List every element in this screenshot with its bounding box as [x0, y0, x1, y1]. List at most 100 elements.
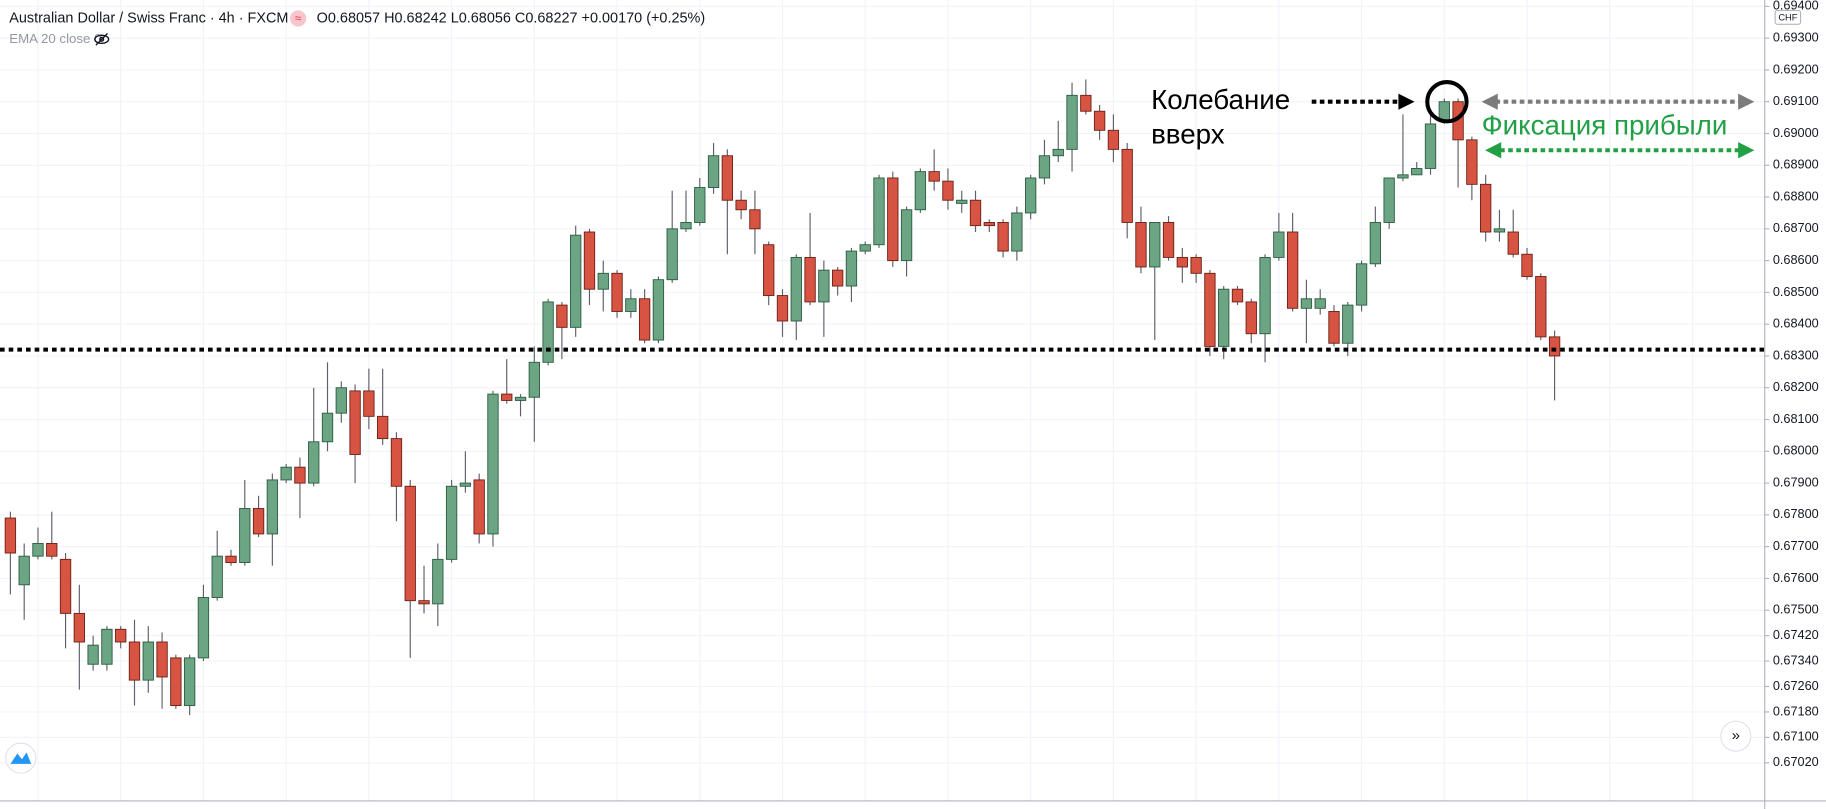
candle-body	[1548, 336, 1561, 357]
candle-body	[721, 155, 734, 201]
candle-body	[335, 387, 347, 414]
candle-body	[1438, 101, 1450, 122]
svg-text:»: »	[1732, 727, 1740, 744]
candle-body	[680, 222, 692, 230]
currency-label: CHF	[1778, 12, 1797, 22]
y-tick-label: 0.68800	[1773, 188, 1819, 203]
candle-body	[1038, 155, 1051, 179]
candle-body	[749, 209, 761, 230]
y-tick-label: 0.67020	[1773, 754, 1819, 769]
candle-body	[611, 272, 623, 312]
y-tick-label: 0.69000	[1773, 125, 1819, 140]
candle-body	[1328, 311, 1340, 344]
candle-body	[211, 555, 223, 598]
candle-body	[1369, 222, 1382, 265]
y-tick-label: 0.69100	[1773, 93, 1819, 108]
symbol-title: Australian Dollar / Swiss Franc · 4h · F…	[9, 10, 288, 26]
y-tick-label: 0.68500	[1773, 284, 1819, 299]
arrow-head	[1485, 142, 1502, 159]
candle-body	[776, 295, 789, 322]
candle-body	[266, 479, 279, 535]
candle-body	[1479, 183, 1492, 233]
candle-body	[32, 543, 44, 557]
candle-body	[101, 628, 113, 665]
candle-body	[349, 390, 361, 455]
candle-body	[1135, 222, 1147, 268]
candle-body	[983, 222, 995, 227]
candle-body	[321, 412, 334, 443]
candle-body	[1149, 222, 1161, 268]
indicator-legend: EMA 20 close 0	[9, 31, 101, 46]
highlight-circle	[1425, 80, 1469, 124]
candle-body	[1535, 276, 1547, 338]
candle-body	[638, 298, 651, 341]
candle-body	[376, 415, 389, 440]
candle-body	[473, 479, 485, 535]
candle-body	[942, 180, 954, 201]
y-tick-label: 0.67700	[1773, 538, 1819, 553]
candle-body	[18, 555, 30, 586]
candle-body	[666, 228, 678, 281]
candle-body	[1121, 148, 1133, 223]
candle-body	[1383, 177, 1395, 223]
candle-body	[142, 641, 154, 681]
candle-body	[1162, 222, 1175, 258]
candle-body	[597, 272, 609, 290]
eye-off-icon[interactable]	[94, 33, 110, 46]
y-tick-label: 0.67500	[1773, 602, 1819, 617]
y-tick-label: 0.69300	[1773, 29, 1819, 44]
candle-body	[1011, 212, 1023, 252]
y-tick-label: 0.68400	[1773, 316, 1819, 331]
candle-body	[363, 390, 375, 417]
candle-body	[390, 438, 403, 487]
y-tick-label: 0.67260	[1773, 678, 1819, 693]
grid	[0, 0, 1765, 801]
candle-body	[1231, 288, 1244, 303]
candle-body	[225, 555, 237, 564]
candle-body	[1190, 256, 1202, 274]
candle-body	[1521, 253, 1533, 277]
y-tick-label: 0.67180	[1773, 703, 1819, 718]
candle-body	[308, 441, 320, 484]
candle-body	[818, 269, 830, 303]
annotation-text: вверх	[1151, 119, 1225, 150]
candles	[0, 79, 1765, 716]
y-tick-label: 0.67900	[1773, 474, 1819, 489]
candle-body	[873, 177, 885, 246]
scroll-button[interactable]: »	[1720, 720, 1752, 752]
candle-body	[4, 517, 17, 554]
candle-body	[1300, 298, 1313, 309]
candle-body	[156, 641, 168, 678]
status-icon-glyph: ≈	[295, 13, 302, 25]
candle-body	[1204, 272, 1216, 347]
ohlc-legend: O0.68057 H0.68242 L0.68056 C0.68227 +0.0…	[317, 10, 706, 26]
candle-body	[556, 304, 568, 328]
candle-body	[1314, 298, 1326, 309]
logo	[5, 742, 37, 774]
candle-body	[790, 256, 802, 322]
candle-body	[1424, 123, 1437, 169]
arrow-head	[1738, 142, 1755, 159]
candle-body	[1466, 139, 1478, 185]
arrow-head	[1738, 93, 1755, 110]
candle-body	[969, 199, 982, 227]
candle-body	[59, 558, 72, 614]
candle-body	[694, 187, 706, 223]
candle-body	[1052, 148, 1064, 157]
candle-body	[735, 199, 747, 211]
candle-body	[1176, 256, 1188, 268]
y-tick-label: 0.67420	[1773, 627, 1819, 642]
arrow-head	[1398, 93, 1415, 110]
y-tick-label: 0.69200	[1773, 61, 1819, 76]
candle-body	[804, 256, 816, 303]
candle-body	[928, 171, 940, 182]
candle-body	[763, 244, 775, 297]
y-tick-label: 0.68000	[1773, 443, 1819, 458]
candle-body	[900, 209, 913, 262]
candle-body	[914, 171, 927, 211]
candle-body	[280, 466, 292, 481]
candle-body	[1093, 110, 1106, 131]
y-tick-label: 0.68300	[1773, 347, 1819, 362]
